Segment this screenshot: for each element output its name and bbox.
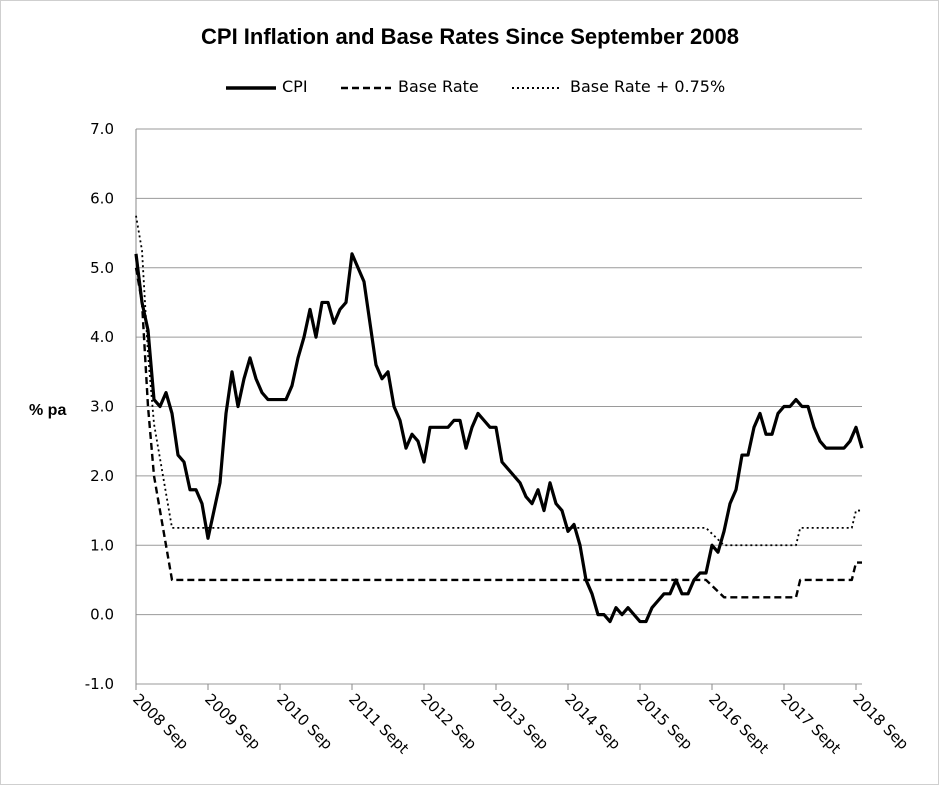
x-tick-label: 2010 Sep: [273, 690, 336, 753]
y-axis-label: % pa: [29, 402, 66, 419]
y-tick-label: 3.0: [90, 398, 114, 416]
x-tick-label: 2014 Sep: [561, 690, 624, 753]
y-tick-label: 1.0: [90, 536, 114, 554]
x-tick-label: 2012 Sep: [417, 690, 480, 753]
y-tick-label: 0.0: [90, 606, 114, 624]
x-tick-label: 2018 Sep: [849, 690, 912, 753]
series-line-cpi: [134, 252, 864, 624]
legend-label-base-rate: Base Rate: [398, 77, 479, 96]
legend-label-base-rate-plus: Base Rate + 0.75%: [570, 77, 725, 96]
y-tick-label: 4.0: [90, 328, 114, 346]
series-line-base-rate-plus: [135, 215, 862, 547]
x-tick-label: 2017 Sept: [777, 690, 844, 757]
y-tick-labels: 7.0 6.0 5.0 4.0 3.0 2.0 1.0 0.0 -1.0: [85, 120, 114, 693]
y-tick-label: -1.0: [85, 675, 114, 693]
x-tick-label: 2008 Sep: [129, 690, 192, 753]
x-tick-label: 2015 Sep: [633, 690, 696, 753]
x-tick-label: 2013 Sep: [489, 690, 552, 753]
legend-label-cpi: CPI: [282, 77, 308, 96]
x-tick-label: 2011 Sept: [345, 690, 412, 757]
y-tick-label: 2.0: [90, 467, 114, 485]
x-tick-label: 2009 Sep: [201, 690, 264, 753]
legend: CPI Base Rate Base Rate + 0.75%: [226, 77, 725, 96]
series-layer: [134, 215, 864, 624]
grid: [135, 128, 862, 690]
x-tick-labels: 2008 Sep 2009 Sep 2010 Sep 2011 Sept 2012 Se…: [129, 690, 912, 757]
chart-title: CPI Inflation and Base Rates Since Septe…: [201, 24, 739, 49]
y-tick-label: 6.0: [90, 189, 114, 207]
series-line-base-rate: [134, 267, 862, 599]
y-tick-label: 5.0: [90, 259, 114, 277]
y-tick-label: 7.0: [90, 120, 114, 138]
x-tick-label: 2016 Sept: [705, 690, 772, 757]
